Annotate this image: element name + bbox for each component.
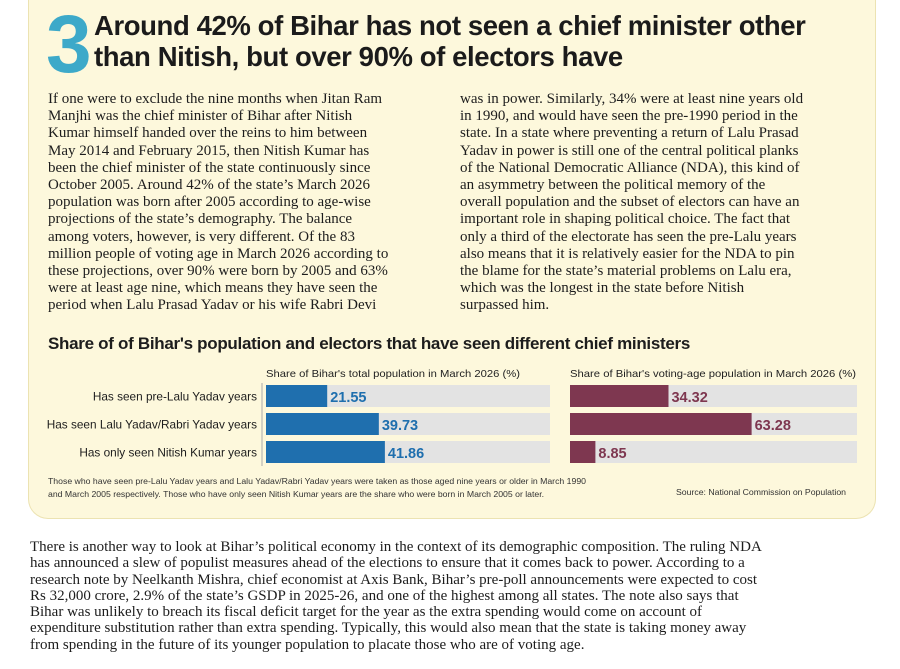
bar (570, 441, 596, 463)
data-label: 63.28 (755, 418, 791, 434)
text-line: Kumar himself handed over the reins to h… (48, 125, 368, 142)
text-line: was in power. Similarly, 34% were at lea… (460, 91, 804, 107)
bottom-paragraph: There is another way to look at Bihar’s … (30, 539, 880, 653)
headline-line: Around 42% of Bihar has not seen a chief… (94, 10, 806, 41)
data-label: 8.85 (598, 446, 626, 462)
text-line: also means that it is relatively easier … (460, 245, 795, 262)
data-label: 34.32 (671, 390, 707, 406)
bar-track (266, 385, 550, 407)
bar (266, 413, 379, 435)
text-line: these projections, over 90% were born by… (48, 263, 388, 280)
series-label: Share of Bihar's voting-age population i… (570, 369, 856, 380)
text-line: There is another way to look at Bihar’s … (30, 539, 762, 555)
bar-track (570, 441, 857, 463)
text-line: October 2005. Around 42% of the state’s … (48, 177, 371, 194)
text-line: been the chief minister of the state con… (48, 159, 371, 176)
text-line: among voters, however, is very different… (48, 228, 355, 245)
bar (570, 413, 752, 435)
text-line: projections of the state’s demography. T… (48, 211, 353, 228)
data-label: 21.55 (330, 390, 366, 406)
bar (266, 385, 328, 407)
text-line: Rs 32,000 crore, 2.9% of the state’s GSD… (30, 587, 739, 604)
text-line: were at least age nine, which means they… (48, 280, 378, 297)
chart-footnote: Those who have seen pre-Lalu Yadav years… (48, 475, 648, 500)
section-number: 3 (46, 0, 92, 90)
text-line: expenditure substitution rather than ext… (30, 620, 747, 637)
text-line: from spending in the future of its young… (30, 636, 585, 653)
chart-title: Share of of Bihar's population and elect… (48, 334, 690, 353)
text-line: million people of voting age in March 20… (48, 245, 389, 262)
text-line: If one were to exclude the nine months w… (48, 91, 383, 107)
text-line: overall population and the subset of ele… (460, 194, 800, 211)
text-line: of the National Democratic Alliance (NDA… (460, 159, 800, 176)
text-line: important role in shaping political choi… (460, 211, 791, 228)
text-line: surpassed him. (460, 297, 550, 314)
bar (266, 441, 385, 463)
text-line: research note by Neelkanth Mishra, chief… (30, 571, 757, 588)
text-line: has announced a slew of populist measure… (30, 555, 745, 572)
category-label: Has seen Lalu Yadav/Rabri Yadav years (47, 418, 257, 432)
headline: Around 42% of Bihar has not seen a chief… (94, 10, 806, 72)
category-label: Has seen pre-Lalu Yadav years (93, 390, 257, 404)
footnote-line: and March 2005 respectively. Those who h… (48, 488, 545, 499)
text-line: only a third of the electorate has seen … (460, 228, 797, 245)
chart-source: Source: National Commission on Populatio… (676, 487, 846, 497)
text-line: the blame for the state’s material probl… (460, 263, 792, 280)
data-label: 41.86 (388, 446, 424, 462)
body-column-right: was in power. Similarly, 34% were at lea… (460, 91, 860, 315)
text-line: Manjhi was the chief minister of Bihar a… (48, 108, 353, 125)
text-line: an asymmetry between the political memor… (460, 177, 766, 194)
text-line: in 1990, and would have seen the pre-199… (460, 108, 798, 125)
text-line: population was born after 2005 according… (48, 194, 371, 211)
bar (570, 385, 669, 407)
text-line: state. In a state where preventing a ret… (460, 125, 799, 142)
category-label: Has only seen Nitish Kumar years (79, 446, 257, 460)
series-label: Share of Bihar's total population in Mar… (266, 369, 520, 380)
text-line: which was the longest in the state befor… (460, 280, 745, 297)
text-line: Bihar was unlikely to breach its fiscal … (30, 604, 702, 621)
text-line: May 2014 and February 2015, then Nitish … (48, 142, 370, 159)
headline-line: than Nitish, but over 90% of electors ha… (94, 41, 623, 72)
text-line: period when Lalu Prasad Yadav or his wif… (48, 297, 377, 314)
text-line: Yadav in power is still one of the centr… (460, 142, 799, 159)
footnote-line: Those who have seen pre-Lalu Yadav years… (48, 476, 586, 486)
body-column-left: If one were to exclude the nine months w… (48, 91, 450, 315)
data-label: 39.73 (382, 418, 418, 434)
